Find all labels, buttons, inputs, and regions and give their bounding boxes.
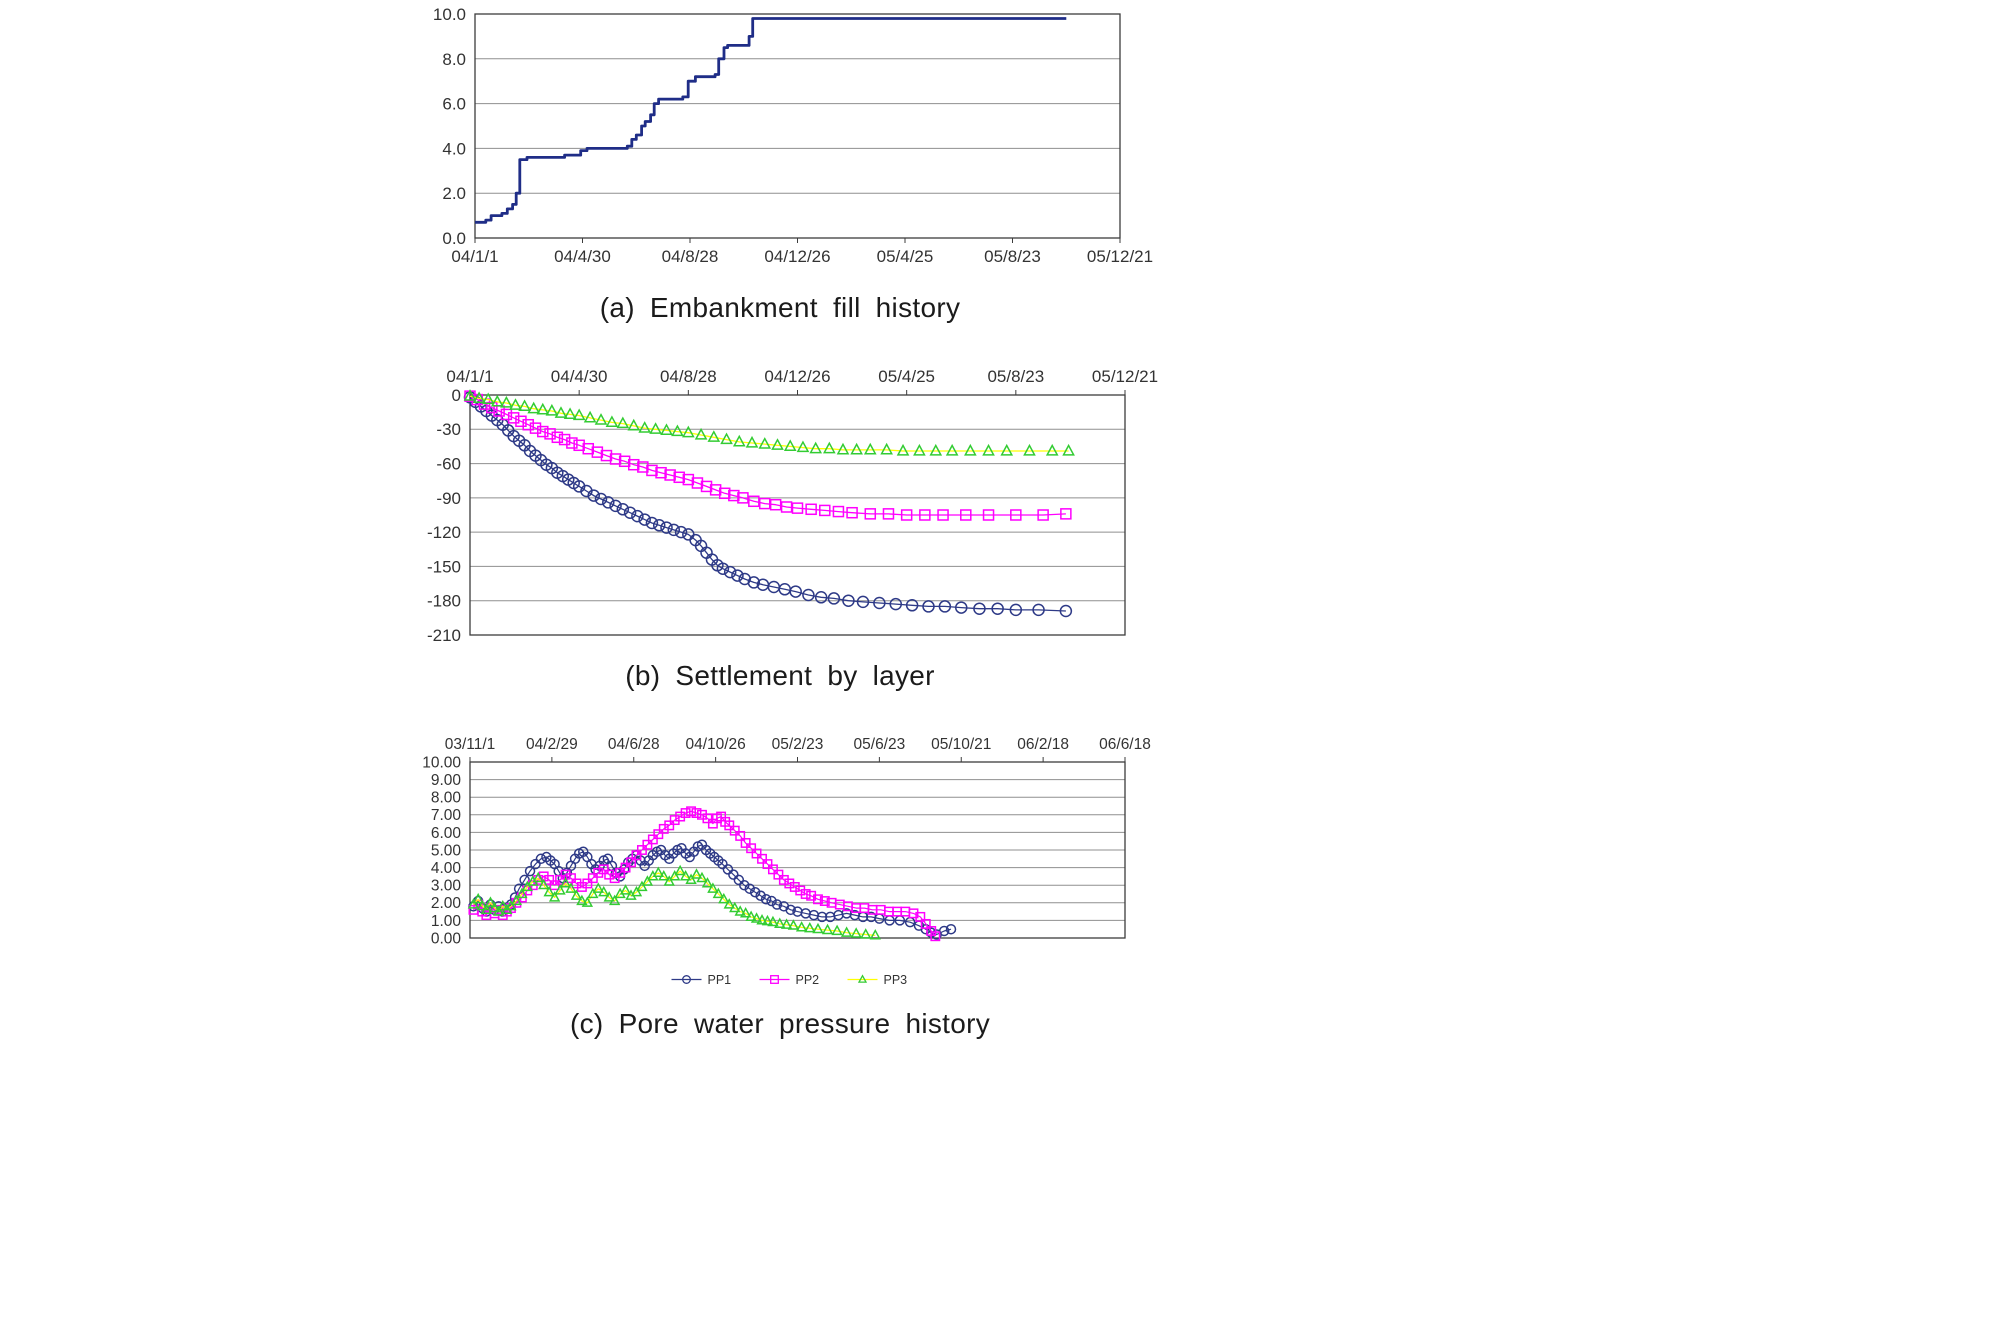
x-tick-label: 04/12/26 — [764, 247, 830, 266]
caption-pore-pressure: (c) Pore water pressure history — [569, 1008, 991, 1039]
y-tick-label: -150 — [427, 557, 461, 576]
y-tick-label: -30 — [436, 420, 461, 439]
x-tick-label: 04/10/26 — [685, 736, 745, 753]
x-tick-label: 04/12/26 — [764, 367, 830, 386]
y-tick-label: 10.0 — [433, 5, 466, 24]
series-circle-navy — [463, 391, 1073, 618]
x-tick-label: 05/6/23 — [854, 736, 906, 753]
settlement-by-layer-chart: 04/1/1 04/4/30 04/8/28 04/12/26 05/4/25 05/8/… — [427, 367, 1158, 645]
series-triangle-green — [463, 389, 1075, 456]
y-tick-label: -180 — [427, 592, 461, 611]
x-tick-label: 05/10/21 — [931, 736, 991, 753]
x-tick-label: 04/8/28 — [660, 367, 717, 386]
x-axis: 04/1/1 04/4/30 04/8/28 04/12/26 05/4/25 05/8/… — [451, 238, 1153, 266]
y-tick-label: 0.0 — [442, 229, 466, 248]
x-tick-label: 04/1/1 — [446, 367, 493, 386]
y-tick-label: 6.0 — [442, 95, 466, 114]
legend-label: PP1 — [708, 973, 732, 987]
y-tick-label: -210 — [427, 626, 461, 645]
y-tick-label: 1.00 — [431, 913, 462, 930]
y-tick-label: 3.00 — [431, 878, 462, 895]
y-tick-label: 0 — [452, 386, 461, 405]
x-axis: 03/11/1 04/2/29 04/6/28 04/10/26 05/2/23 05/6… — [445, 736, 1151, 762]
x-tick-label: 05/4/25 — [878, 367, 935, 386]
x-tick-label: 05/2/23 — [772, 736, 824, 753]
x-tick-label: 06/6/18 — [1099, 736, 1151, 753]
pore-water-pressure-chart: 03/11/1 04/2/29 04/6/28 04/10/26 05/2/23 05/6… — [422, 736, 1151, 987]
y-tick-label: -90 — [436, 489, 461, 508]
y-tick-label: 0.00 — [431, 930, 462, 947]
y-tick-label: 6.00 — [431, 825, 462, 842]
caption-embankment-fill: (a) Embankment fill history — [599, 292, 961, 323]
series-fill-height — [475, 17, 1067, 224]
y-tick-label: 4.0 — [442, 139, 466, 158]
x-tick-label: 04/6/28 — [608, 736, 660, 753]
plot-border — [474, 13, 1121, 239]
y-axis: 0 -30 -60 -90 -120 -150 -180 -210 — [427, 386, 461, 645]
x-tick-label: 05/4/25 — [877, 247, 934, 266]
x-tick-label: 05/8/23 — [984, 247, 1041, 266]
y-tick-label: 5.00 — [431, 842, 462, 859]
x-tick-label: 03/11/1 — [445, 736, 496, 753]
x-tick-label: 05/12/21 — [1087, 247, 1153, 266]
x-tick-label: 04/4/30 — [551, 367, 608, 386]
x-tick-label: 04/2/29 — [526, 736, 578, 753]
y-tick-label: 8.00 — [431, 790, 462, 807]
y-tick-label: 10.00 — [422, 754, 461, 771]
legend-label: PP3 — [884, 973, 908, 987]
y-tick-label: 7.00 — [431, 807, 462, 824]
embankment-fill-chart: 04/1/1 04/4/30 04/8/28 04/12/26 05/4/25 05/8/… — [433, 5, 1153, 266]
y-tick-label: 4.00 — [431, 860, 462, 877]
caption-settlement: (b) Settlement by layer — [625, 660, 935, 691]
y-axis: 0.0 2.0 4.0 6.0 8.0 10.0 — [433, 5, 466, 248]
legend-label: PP2 — [796, 973, 820, 987]
x-tick-label: 04/8/28 — [662, 247, 719, 266]
y-tick-label: 2.0 — [442, 184, 466, 203]
y-tick-label: -120 — [427, 523, 461, 542]
x-tick-label: 05/8/23 — [987, 367, 1044, 386]
y-tick-label: -60 — [436, 455, 461, 474]
series-PP1 — [468, 839, 957, 940]
series-square-magenta — [464, 390, 1072, 521]
y-tick-label: 2.00 — [431, 895, 462, 912]
y-axis: 10.009.008.007.006.005.004.003.002.001.0… — [422, 754, 461, 947]
gridlines — [475, 13, 1120, 239]
x-tick-label: 05/12/21 — [1092, 367, 1158, 386]
x-tick-label: 04/1/1 — [451, 247, 498, 266]
y-tick-label: 9.00 — [431, 772, 462, 789]
legend: PP1 PP2 PP3 — [671, 973, 908, 987]
y-tick-label: 8.0 — [442, 50, 466, 69]
x-tick-label: 04/4/30 — [554, 247, 611, 266]
x-tick-label: 06/2/18 — [1017, 736, 1069, 753]
x-axis: 04/1/1 04/4/30 04/8/28 04/12/26 05/4/25 05/8/… — [446, 367, 1158, 395]
series-PP3 — [467, 864, 881, 940]
